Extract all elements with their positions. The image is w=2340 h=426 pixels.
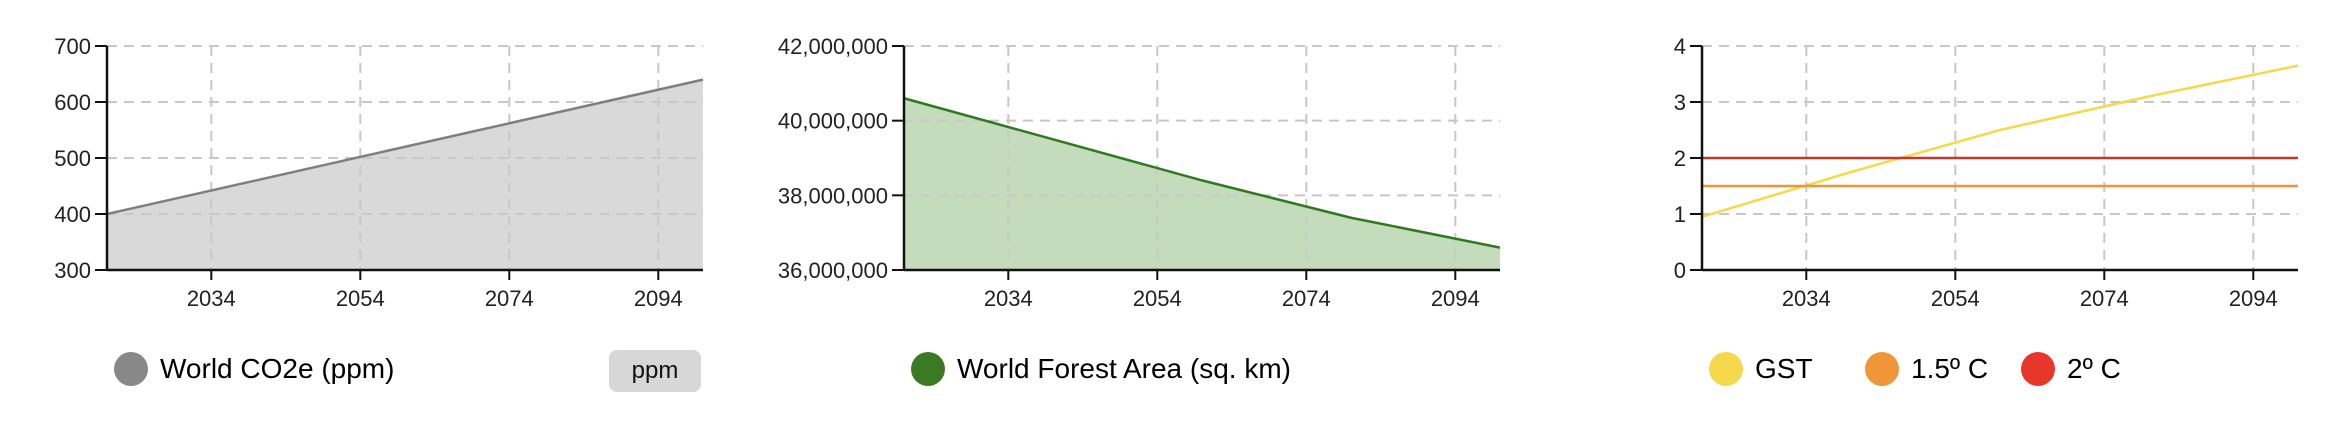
legend-forest-swatch-icon [911, 352, 945, 386]
legend-2c[interactable]: 2º C [2021, 352, 2121, 386]
chart1-series-line-0 [903, 97, 1501, 249]
chart0-ytick-label-4: 700 [54, 34, 91, 59]
chart0-ytick-label-2: 500 [54, 146, 91, 171]
legend-gst[interactable]: GST [1709, 352, 1813, 386]
chart1-ytick-label-0: 36,000,000 [778, 258, 888, 283]
chart1-ytick-label-2: 40,000,000 [778, 109, 888, 134]
chart2-ytick-label-2: 2 [1674, 146, 1686, 171]
chart1-xtick-label-1: 2054 [1133, 286, 1182, 311]
legend-forest[interactable]: World Forest Area (sq. km) [911, 352, 1291, 386]
chart0-ytick-label-0: 300 [54, 258, 91, 283]
legend-1-5c-label: 1.5º C [1911, 353, 1989, 384]
legend-2c-label: 2º C [2067, 353, 2121, 384]
chart2-xtick-label-0: 2034 [1782, 286, 1831, 311]
legend-gst-label: GST [1755, 353, 1813, 384]
chart0-ytick-label-1: 400 [54, 202, 91, 227]
chart2-ytick-label-1: 1 [1674, 202, 1686, 227]
chart1-xtick-label-0: 2034 [984, 286, 1033, 311]
chart1-area-fill-0 [904, 98, 1500, 271]
chart1-ytick-label-3: 42,000,000 [778, 34, 888, 59]
chart0-ytick-label-3: 600 [54, 90, 91, 115]
chart0-xtick-label-1: 2054 [336, 286, 385, 311]
legend-1-5c-swatch-icon [1865, 352, 1899, 386]
chart0-xtick-label-3: 2094 [634, 286, 683, 311]
chart2-xtick-label-1: 2054 [1931, 286, 1980, 311]
chart1-xtick-label-3: 2094 [1431, 286, 1480, 311]
chart2-xtick-label-3: 2094 [2229, 286, 2278, 311]
legend-gst-swatch-icon [1709, 352, 1743, 386]
chart1-xtick-label-2: 2074 [1282, 286, 1331, 311]
unit-toggle-button[interactable]: ppm [609, 350, 701, 392]
legend-co2[interactable]: World CO2e (ppm) [114, 352, 394, 386]
legend-co2-label: World CO2e (ppm) [160, 353, 395, 384]
chart0-xtick-label-2: 2074 [485, 286, 534, 311]
legend-forest-label: World Forest Area (sq. km) [957, 353, 1292, 384]
legend-1-5c[interactable]: 1.5º C [1865, 352, 1988, 386]
chart2-ytick-label-3: 3 [1674, 90, 1686, 115]
chart2-xtick-label-2: 2074 [2080, 286, 2129, 311]
legend-2c-swatch-icon [2021, 352, 2055, 386]
chart0-series-line-0 [106, 78, 704, 216]
chart0-xtick-label-0: 2034 [187, 286, 236, 311]
chart2-series-line-0 [1701, 64, 2299, 218]
chart1-ytick-label-1: 38,000,000 [778, 183, 888, 208]
chart2-ytick-label-0: 0 [1674, 258, 1686, 283]
chart2-ytick-label-4: 4 [1674, 34, 1686, 59]
legend-co2-swatch-icon [114, 352, 148, 386]
chart0-area-fill-0 [107, 79, 703, 270]
